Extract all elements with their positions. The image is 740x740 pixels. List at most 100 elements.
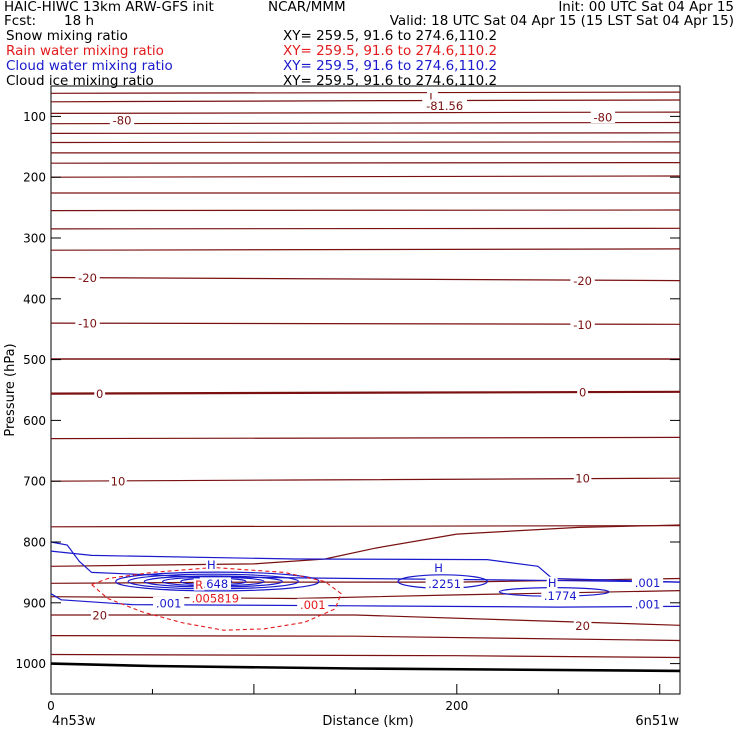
extremum-label-background xyxy=(546,576,558,589)
extremum-label: H xyxy=(548,576,557,590)
isotherm-line xyxy=(50,121,681,125)
x-axis-ticks: 0 200 xyxy=(47,684,661,713)
extremum-label: .2251 xyxy=(428,577,461,591)
isotherm-line xyxy=(50,390,681,395)
isotherm-line xyxy=(50,477,681,482)
cloud-water-contour xyxy=(127,573,300,590)
y-tick-label: 1000 xyxy=(15,657,46,671)
y-tick-label: 600 xyxy=(23,414,46,428)
cloud-water-contour xyxy=(50,541,681,583)
x-tick-label: 0 xyxy=(47,699,55,713)
isotherm-line xyxy=(50,132,681,134)
extremum-label: H xyxy=(434,561,443,575)
temperature-label: -20 xyxy=(78,271,97,285)
y-tick-label: 500 xyxy=(23,353,46,367)
contour-label: .001 xyxy=(156,596,182,610)
contour-label: .001 xyxy=(635,598,661,612)
y-tick-label: 700 xyxy=(23,475,46,489)
field-xy-rain: XY= 259.5, 91.6 to 274.6,110.2 xyxy=(283,43,498,59)
temperature-label: 10 xyxy=(111,475,126,489)
forecast-hour: 18 h xyxy=(64,13,95,29)
isotherm-line xyxy=(50,635,681,642)
extremum-label: .005819 xyxy=(192,591,240,605)
temperature-label-background xyxy=(573,472,592,485)
extremum-label-background xyxy=(425,577,464,590)
model-title: HAIC-HIWC 13km ARW-GFS init xyxy=(4,0,214,15)
extremum-label-background xyxy=(199,577,231,590)
rain-water-contours xyxy=(91,566,342,631)
contour-label-background xyxy=(631,598,664,611)
contour-label-background xyxy=(297,598,329,611)
isotherm-line xyxy=(50,653,681,659)
field-xy-cloud-ice: XY= 259.5, 91.6 to 274.6,110.2 xyxy=(283,73,498,89)
cloud-water-contour xyxy=(498,587,610,597)
surface-pressure-line xyxy=(50,662,681,673)
extremum-label-background xyxy=(422,99,468,112)
surface-line xyxy=(50,662,681,673)
extremum-label: .648 xyxy=(203,577,229,591)
temperature-label: -10 xyxy=(78,317,97,331)
isotherm-line xyxy=(50,162,681,164)
contour-label-background xyxy=(631,576,664,589)
isotherm-line xyxy=(50,99,681,103)
x-axis-label: Distance (km) xyxy=(322,714,413,729)
temperature-label-background xyxy=(94,387,106,400)
temperature-label: -80 xyxy=(113,114,132,128)
contour-label: .001 xyxy=(300,598,326,612)
organization-label: NCAR/MMM xyxy=(268,0,346,15)
extremum-label: R xyxy=(195,578,203,592)
field-xy-cloud-water: XY= 259.5, 91.6 to 274.6,110.2 xyxy=(283,58,498,74)
temperature-label-background xyxy=(590,111,616,124)
temperature-label: -80 xyxy=(593,111,612,125)
temperature-label-background xyxy=(570,318,595,331)
y-tick-label: 400 xyxy=(23,292,46,306)
chart-annotations: -80 -80 -20 -20 -10 -10 0 0 10 10 20 20 .001 .001 .001… xyxy=(75,90,664,633)
field-name-rain: Rain water mixing ratio xyxy=(6,43,164,59)
extremum-label: L xyxy=(429,90,436,104)
temperature-label: -20 xyxy=(573,274,592,288)
end-endpoint-label: 6n51w xyxy=(635,714,679,729)
extremum-label-background xyxy=(427,90,438,103)
temperature-label-background xyxy=(577,385,589,398)
forecast-label: Fcst: xyxy=(4,13,37,29)
temperature-label: 0 xyxy=(579,385,586,399)
extremum-label: .1774 xyxy=(544,589,577,603)
cloud-water-contour xyxy=(50,593,681,608)
cloud-water-contour xyxy=(143,575,283,588)
valid-time-label: Valid: 18 UTC Sat 04 Apr 15 (15 LST Sat … xyxy=(389,13,734,29)
temperature-label: 10 xyxy=(575,472,590,486)
field-xy-snow: XY= 259.5, 91.6 to 274.6,110.2 xyxy=(283,28,498,44)
isotherm-line xyxy=(50,141,681,144)
extremum-label-background xyxy=(541,589,580,602)
isotherm-line xyxy=(50,525,681,528)
rain-water-contour xyxy=(91,566,342,631)
extremum-label-background xyxy=(433,561,444,574)
isotherm-line xyxy=(50,248,681,251)
y-tick-label: 900 xyxy=(23,596,46,610)
field-name-cloud-water: Cloud water mixing ratio xyxy=(6,58,173,74)
init-time-label: Init: 00 UTC Sat 04 Apr 15 xyxy=(558,0,734,15)
temperature-label-background xyxy=(109,475,127,488)
isotherm-line xyxy=(50,91,681,94)
temperature-label: -10 xyxy=(573,318,592,332)
temperature-label-background xyxy=(570,274,595,287)
isotherm-line xyxy=(50,436,681,440)
contour-label-background xyxy=(153,596,185,609)
extremum-label-background xyxy=(205,558,217,571)
temperature-label-background xyxy=(75,317,100,330)
temperature-label: 20 xyxy=(575,619,590,633)
extremum-label: H xyxy=(207,558,216,572)
cloud-water-contour xyxy=(161,576,265,587)
field-name-cloud-ice: Cloud ice mixing ratio xyxy=(6,73,154,89)
temperature-label: 0 xyxy=(96,387,103,401)
extremum-label-background xyxy=(189,591,242,604)
contour-label: .001 xyxy=(635,576,661,590)
plot-frame xyxy=(50,85,681,695)
isotherm-line xyxy=(50,590,681,600)
y-tick-label: 100 xyxy=(23,110,46,124)
cloud-water-contour xyxy=(115,571,320,592)
isotherm-line xyxy=(50,175,681,178)
x-tick-label: 200 xyxy=(445,699,468,713)
